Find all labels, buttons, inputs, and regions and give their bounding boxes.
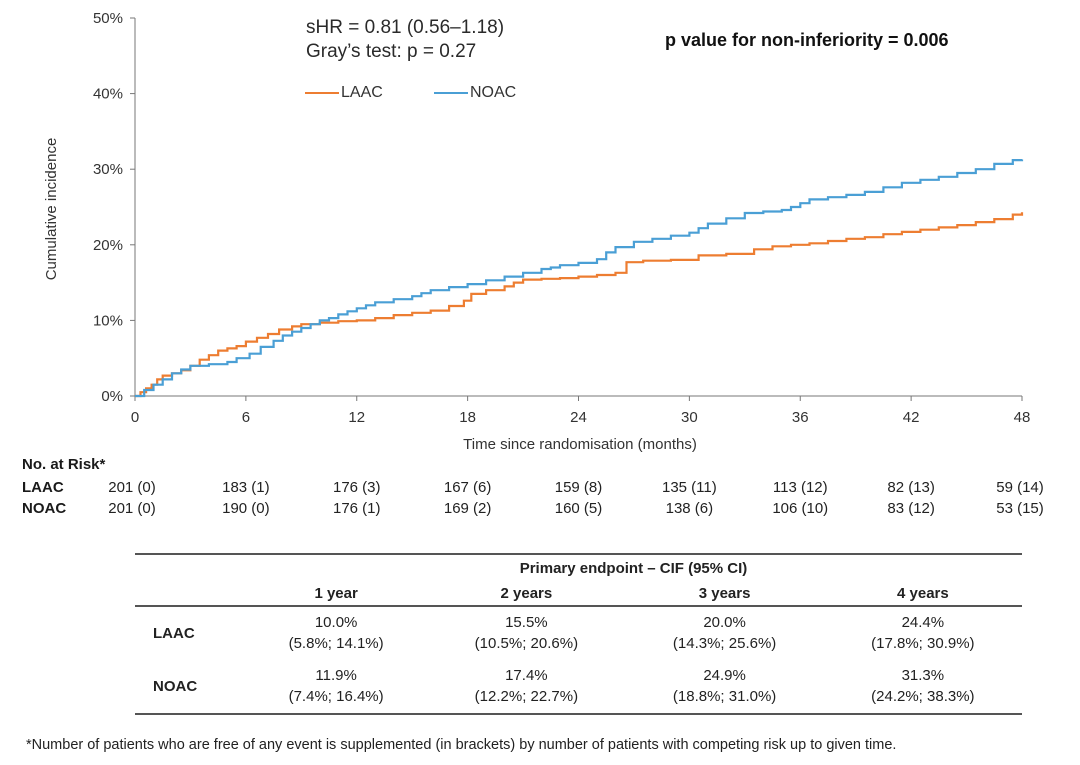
risk-cell-noac: 138 (6) bbox=[665, 500, 714, 517]
risk-row-label-laac: LAAC bbox=[22, 479, 64, 496]
x-axis-label: Time since randomisation (months) bbox=[463, 436, 697, 453]
risk-cell-noac: 190 (0) bbox=[222, 500, 270, 517]
risk-cell-laac: 176 (3) bbox=[332, 479, 381, 496]
cif-value: 24.9% bbox=[703, 667, 746, 684]
cif-cell: 24.4% (17.8%; 30.9%) bbox=[824, 606, 1022, 659]
cif-cell: 31.3% (24.2%; 38.3%) bbox=[823, 659, 1022, 715]
y-tick-label: 40% bbox=[93, 86, 123, 103]
risk-cell-laac: 82 (13) bbox=[887, 479, 935, 496]
cif-ci: (17.8%; 30.9%) bbox=[871, 635, 975, 652]
cif-table: Primary endpoint – CIF (95% CI) 1 year 2… bbox=[135, 553, 1022, 715]
grays-test-annotation: Gray’s test: p = 0.27 bbox=[306, 41, 477, 62]
cif-value: 24.4% bbox=[901, 614, 945, 631]
risk-cell-laac: 183 (1) bbox=[222, 479, 270, 496]
cif-row-label: LAAC bbox=[153, 624, 195, 642]
legend-laac: LAAC bbox=[305, 84, 383, 102]
non-inferiority-p-value: p value for non-inferiority = 0.006 bbox=[665, 30, 949, 50]
x-tick-label: 0 bbox=[131, 409, 139, 426]
y-tick-label: 0% bbox=[101, 388, 123, 405]
legend-laac-label: LAAC bbox=[341, 84, 383, 101]
legend-noac-swatch bbox=[434, 92, 468, 94]
cif-ci: (5.8%; 14.1%) bbox=[288, 635, 384, 652]
risk-cell-noac: 53 (15) bbox=[996, 500, 1044, 517]
risk-cell-laac: 167 (6) bbox=[443, 479, 492, 496]
risk-cell-noac: 160 (5) bbox=[554, 500, 603, 517]
x-axis-ticks: 0 6 12 18 24 30 36 42 48 bbox=[131, 396, 1031, 426]
cif-table-header: Primary endpoint – CIF (95% CI) bbox=[519, 559, 748, 577]
cif-cell: 20.0% (14.3%; 25.6%) bbox=[625, 606, 823, 659]
cif-value: 20.0% bbox=[703, 614, 746, 631]
cif-value: 15.5% bbox=[505, 614, 548, 631]
cif-table-corner-2 bbox=[135, 581, 245, 607]
cif-value: 17.4% bbox=[505, 667, 548, 684]
chart-series bbox=[135, 159, 1024, 398]
risk-cell-noac: 201 (0) bbox=[108, 500, 156, 517]
chart-axes bbox=[134, 18, 1022, 397]
cif-value: 10.0% bbox=[314, 614, 358, 631]
x-tick-label: 42 bbox=[903, 409, 920, 426]
risk-cell-laac: 159 (8) bbox=[554, 479, 603, 496]
cif-cell: 17.4% (12.2%; 22.7%) bbox=[427, 659, 626, 715]
y-axis-ticks: 0% 10% 20% 30% 40% 50% bbox=[93, 10, 135, 405]
risk-cell-laac: 201 (0) bbox=[108, 479, 156, 496]
cif-row-laac: LAAC 10.0% (5.8%; 14.1%) 15.5% (10.5%; 20.… bbox=[135, 606, 1022, 659]
cif-ci: (7.4%; 16.4%) bbox=[288, 688, 384, 705]
risk-cell-noac: 106 (10) bbox=[772, 500, 829, 517]
y-axis-label: Cumulative incidence bbox=[43, 138, 60, 281]
y-tick-label: 30% bbox=[93, 161, 123, 178]
risk-cell-laac: 113 (12) bbox=[772, 479, 828, 496]
x-tick-label: 24 bbox=[570, 409, 587, 426]
x-tick-label: 30 bbox=[681, 409, 698, 426]
series-noac-line bbox=[135, 159, 1024, 398]
cif-ci: (18.8%; 31.0%) bbox=[672, 688, 777, 705]
cif-cell: 24.9% (18.8%; 31.0%) bbox=[625, 659, 824, 715]
y-tick-label: 10% bbox=[93, 312, 123, 329]
cif-ci: (14.3%; 25.6%) bbox=[672, 635, 777, 652]
risk-table-title: No. at Risk* bbox=[22, 456, 106, 473]
legend-noac: NOAC bbox=[434, 84, 516, 102]
cif-col-2-years: 2 years bbox=[427, 581, 626, 607]
risk-row-label-noac: NOAC bbox=[22, 500, 67, 517]
cif-value: 11.9% bbox=[315, 667, 357, 684]
cif-cell: 10.0% (5.8%; 14.1%) bbox=[245, 606, 427, 659]
risk-cell-laac: 135 (11) bbox=[661, 479, 717, 496]
cif-row-label: NOAC bbox=[135, 659, 245, 715]
risk-cell-laac: 59 (14) bbox=[996, 479, 1044, 496]
legend-laac-swatch bbox=[305, 92, 339, 94]
cumulative-incidence-chart: 0% 10% 20% 30% 40% 50% 0 6 12 18 24 30 36 42 48 Cumul… bbox=[43, 10, 1031, 453]
legend-noac-label: NOAC bbox=[470, 84, 517, 101]
x-tick-label: 36 bbox=[792, 409, 809, 426]
cif-ci: (10.5%; 20.6%) bbox=[474, 635, 579, 652]
x-tick-label: 48 bbox=[1014, 409, 1031, 426]
cif-ci: (24.2%; 38.3%) bbox=[871, 688, 975, 705]
shr-annotation: sHR = 0.81 (0.56–1.18) bbox=[306, 17, 505, 38]
x-tick-label: 6 bbox=[242, 409, 250, 426]
cif-cell: 15.5% (10.5%; 20.6%) bbox=[427, 606, 625, 659]
series-laac-line bbox=[135, 212, 1024, 398]
y-tick-label: 20% bbox=[93, 237, 123, 254]
cif-col-1-year: 1 year bbox=[245, 581, 428, 607]
risk-cell-noac: 169 (2) bbox=[443, 500, 492, 517]
cif-col-4-years: 4 years bbox=[823, 581, 1022, 607]
cif-table-corner bbox=[135, 555, 245, 581]
cif-ci: (12.2%; 22.7%) bbox=[474, 688, 579, 705]
risk-cell-noac: 83 (12) bbox=[887, 500, 935, 517]
risk-cell-noac: 176 (1) bbox=[332, 500, 381, 517]
cif-col-3-years: 3 years bbox=[625, 581, 824, 607]
x-tick-label: 18 bbox=[459, 409, 476, 426]
cif-row-noac: NOAC 11.9% (7.4%; 16.4%) 17.4% (12.2%; 22.… bbox=[135, 659, 1022, 715]
x-tick-label: 12 bbox=[348, 409, 365, 426]
y-tick-label: 50% bbox=[93, 10, 123, 27]
cif-value: 31.3% bbox=[901, 667, 945, 684]
footnote: *Number of patients who are free of any … bbox=[26, 737, 897, 753]
cif-cell: 11.9% (7.4%; 16.4%) bbox=[245, 659, 428, 715]
